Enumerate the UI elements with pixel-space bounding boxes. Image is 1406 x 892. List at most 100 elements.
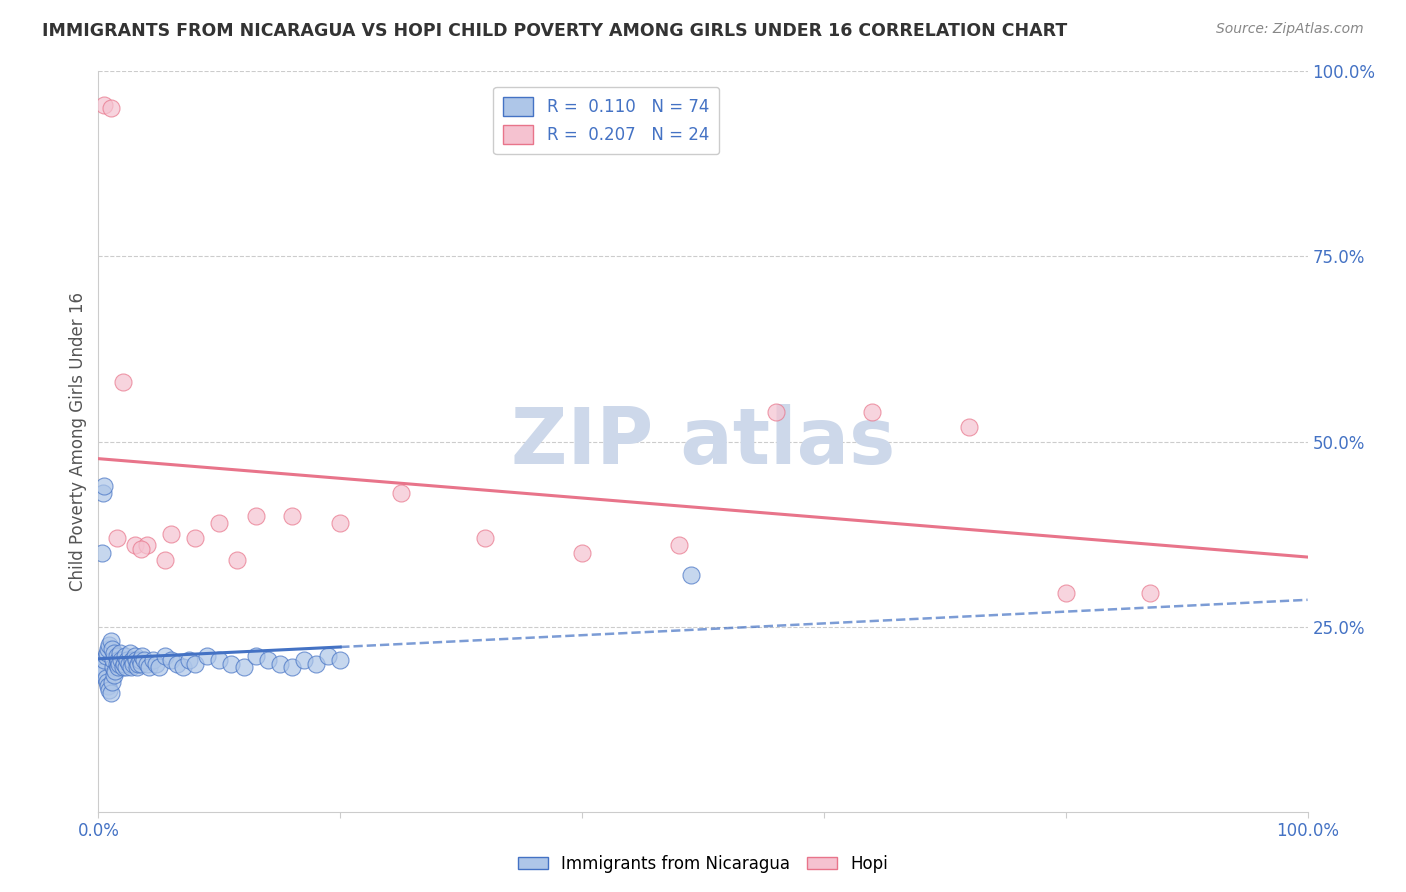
Point [100, 686, 122, 700]
Point [148, 660, 170, 674]
Point [166, 657, 188, 671]
Point [269, 657, 291, 671]
Point [160, 653, 183, 667]
Point [94, 649, 117, 664]
Point [679, 567, 702, 582]
Point [134, 653, 156, 667]
Point [316, 649, 339, 664]
Point [668, 538, 690, 552]
Point [96, 646, 118, 660]
Point [107, 660, 129, 674]
Point [98, 638, 121, 652]
Point [103, 667, 125, 681]
Point [221, 657, 243, 671]
Point [112, 657, 135, 671]
Point [93, 97, 115, 112]
Point [124, 649, 146, 664]
Point [860, 405, 883, 419]
Point [135, 657, 157, 671]
Point [138, 660, 160, 674]
Point [232, 660, 254, 674]
Point [184, 657, 207, 671]
Point [93, 479, 115, 493]
Point [105, 531, 128, 545]
Point [93, 653, 115, 667]
Point [105, 649, 128, 664]
Point [100, 102, 122, 116]
Point [108, 657, 131, 671]
Point [125, 653, 148, 667]
Point [145, 657, 167, 671]
Point [128, 653, 150, 667]
Point [115, 660, 138, 674]
Point [208, 653, 231, 667]
Point [118, 646, 141, 660]
Point [111, 660, 134, 674]
Point [172, 660, 194, 674]
Point [90, 657, 112, 671]
Y-axis label: Child Poverty Among Girls Under 16: Child Poverty Among Girls Under 16 [69, 292, 87, 591]
Point [91, 660, 114, 674]
Point [131, 649, 153, 664]
Point [96, 675, 118, 690]
Point [292, 653, 315, 667]
Point [957, 419, 980, 434]
Point [571, 546, 593, 560]
Point [98, 682, 121, 697]
Point [129, 657, 152, 671]
Point [245, 508, 267, 523]
Point [160, 527, 183, 541]
Point [765, 405, 787, 419]
Text: Source: ZipAtlas.com: Source: ZipAtlas.com [1216, 22, 1364, 37]
Point [256, 653, 278, 667]
Point [101, 653, 124, 667]
Point [127, 657, 149, 671]
Point [111, 376, 134, 390]
Point [103, 646, 125, 660]
Point [135, 538, 157, 552]
Point [100, 634, 122, 648]
Point [1139, 586, 1161, 600]
Legend: R =  0.110   N = 74, R =  0.207   N = 24: R = 0.110 N = 74, R = 0.207 N = 24 [494, 87, 718, 154]
Point [121, 653, 143, 667]
Point [153, 553, 176, 567]
Legend: Immigrants from Nicaragua, Hopi: Immigrants from Nicaragua, Hopi [512, 848, 894, 880]
Point [305, 657, 328, 671]
Point [100, 675, 122, 690]
Point [474, 531, 496, 545]
Point [110, 653, 132, 667]
Point [124, 538, 146, 552]
Point [281, 508, 304, 523]
Point [142, 653, 165, 667]
Point [107, 653, 129, 667]
Point [117, 653, 139, 667]
Point [97, 679, 120, 693]
Point [179, 653, 201, 667]
Point [153, 649, 176, 664]
Point [1054, 586, 1077, 600]
Point [226, 553, 249, 567]
Point [101, 660, 124, 674]
Point [93, 664, 115, 678]
Point [122, 657, 145, 671]
Point [108, 646, 131, 660]
Point [208, 516, 231, 530]
Point [389, 486, 412, 500]
Point [91, 667, 114, 681]
Point [245, 649, 267, 664]
Point [281, 660, 304, 674]
Text: ZIP atlas: ZIP atlas [510, 403, 896, 480]
Point [329, 516, 352, 530]
Point [100, 641, 122, 656]
Point [114, 649, 136, 664]
Point [118, 657, 141, 671]
Point [184, 531, 207, 545]
Point [195, 649, 218, 664]
Point [91, 546, 114, 560]
Point [105, 657, 128, 671]
Point [329, 653, 352, 667]
Point [94, 672, 117, 686]
Point [104, 664, 127, 678]
Text: IMMIGRANTS FROM NICARAGUA VS HOPI CHILD POVERTY AMONG GIRLS UNDER 16 CORRELATION: IMMIGRANTS FROM NICARAGUA VS HOPI CHILD … [42, 22, 1067, 40]
Point [127, 660, 149, 674]
